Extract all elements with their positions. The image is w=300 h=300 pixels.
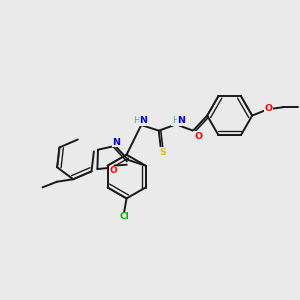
Text: O: O bbox=[194, 132, 202, 141]
Text: H: H bbox=[172, 116, 178, 125]
Text: S: S bbox=[159, 148, 166, 157]
Text: N: N bbox=[139, 116, 147, 125]
Text: Cl: Cl bbox=[119, 212, 129, 221]
Text: O: O bbox=[264, 104, 272, 113]
Text: O: O bbox=[109, 167, 117, 176]
Text: N: N bbox=[177, 116, 185, 125]
Text: H: H bbox=[133, 116, 140, 125]
Text: N: N bbox=[112, 138, 120, 147]
